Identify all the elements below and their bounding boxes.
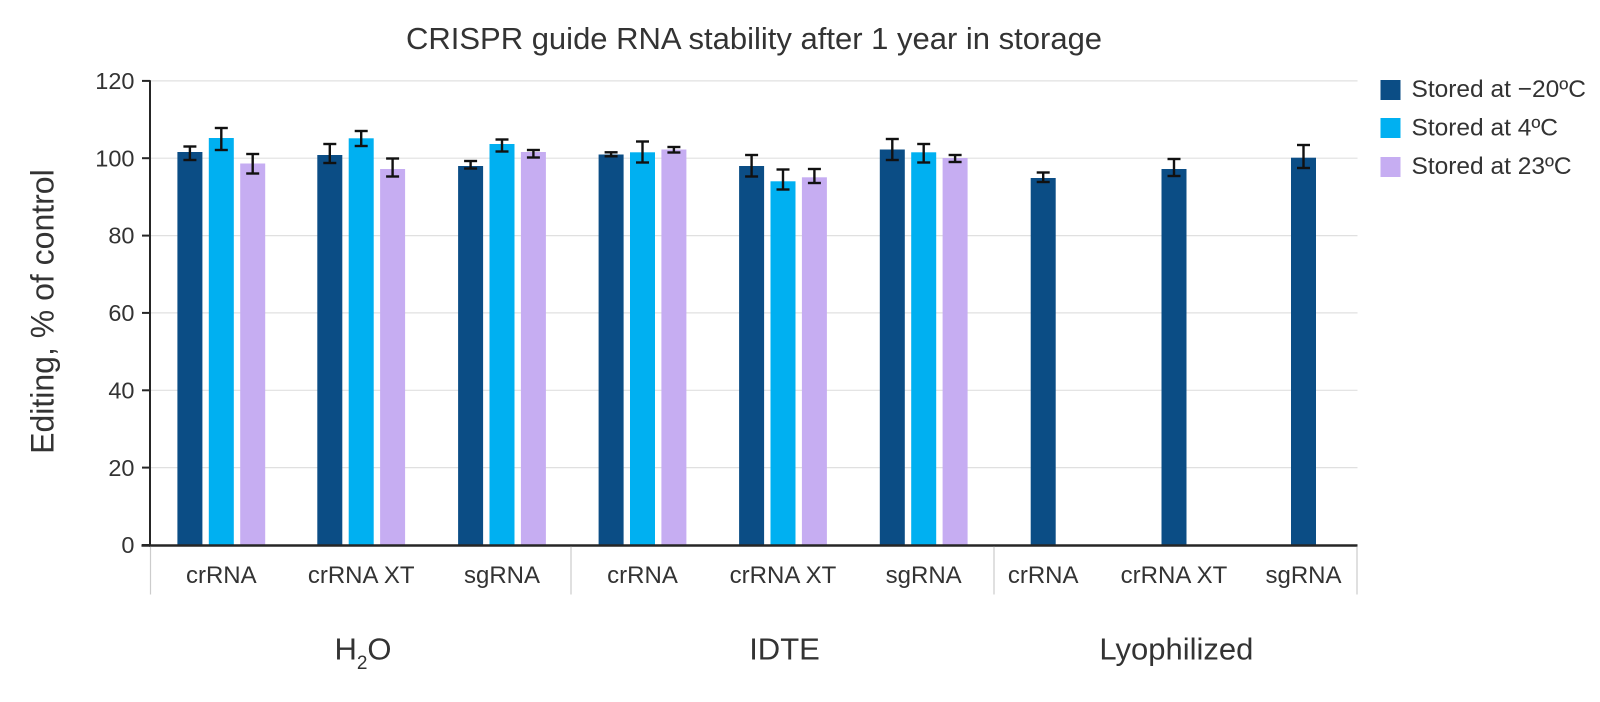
svg-text:crRNA: crRNA xyxy=(607,562,678,589)
svg-text:Stored at −20ºC: Stored at −20ºC xyxy=(1412,76,1586,103)
svg-text:crRNA XT: crRNA XT xyxy=(308,562,415,589)
svg-text:crRNA: crRNA xyxy=(1008,562,1079,589)
svg-text:100: 100 xyxy=(95,145,134,171)
svg-text:sgRNA: sgRNA xyxy=(886,562,962,589)
svg-text:crRNA XT: crRNA XT xyxy=(730,562,837,589)
svg-text:Stored at 4ºC: Stored at 4ºC xyxy=(1412,115,1559,142)
svg-text:CRISPR guide RNA stability aft: CRISPR guide RNA stability after 1 year … xyxy=(406,21,1102,56)
svg-text:80: 80 xyxy=(108,223,134,249)
svg-text:sgRNA: sgRNA xyxy=(1265,562,1341,589)
svg-text:crRNA XT: crRNA XT xyxy=(1121,562,1228,589)
svg-text:0: 0 xyxy=(121,532,134,558)
svg-text:Stored at 23ºC: Stored at 23ºC xyxy=(1412,153,1572,180)
svg-text:Lyophilized: Lyophilized xyxy=(1099,632,1253,667)
svg-text:120: 120 xyxy=(95,68,134,94)
svg-text:40: 40 xyxy=(108,377,134,403)
svg-text:20: 20 xyxy=(108,455,134,481)
svg-text:IDTE: IDTE xyxy=(749,632,820,667)
svg-text:60: 60 xyxy=(108,300,134,326)
svg-text:Editing, % of control: Editing, % of control xyxy=(25,169,61,454)
svg-text:crRNA: crRNA xyxy=(186,562,257,589)
svg-text:sgRNA: sgRNA xyxy=(464,562,540,589)
